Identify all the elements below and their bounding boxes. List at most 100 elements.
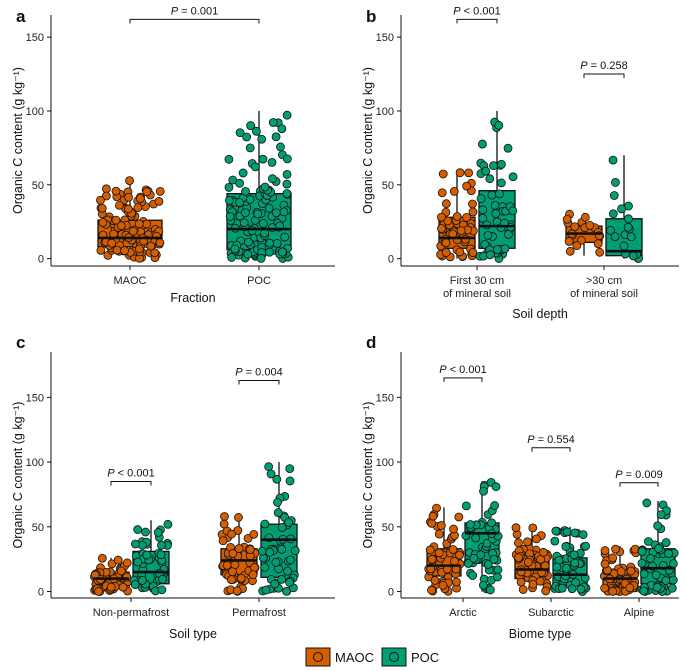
data-point [244, 237, 253, 247]
data-point [98, 218, 108, 227]
data-point [535, 576, 545, 586]
data-point [570, 528, 580, 538]
p-value-symbol: P [171, 5, 179, 17]
data-point [480, 239, 490, 249]
data-point [282, 179, 292, 189]
data-point [541, 586, 551, 596]
data-point [260, 519, 270, 529]
data-point [490, 501, 499, 510]
data-point [523, 557, 533, 567]
box-maoc [511, 523, 553, 596]
x-tick-label: MAOC [114, 275, 147, 287]
data-point [569, 550, 579, 560]
data-point [508, 206, 518, 216]
data-point [493, 572, 502, 582]
data-point [600, 546, 610, 555]
data-point [142, 550, 152, 560]
data-point [653, 521, 663, 531]
data-point [94, 587, 103, 596]
data-point [134, 219, 144, 229]
data-point [258, 154, 268, 164]
data-point [290, 546, 300, 555]
data-point [96, 245, 106, 255]
data-point [639, 569, 649, 579]
data-point [155, 186, 165, 196]
box-maoc [599, 544, 641, 596]
data-point [619, 241, 629, 251]
data-point [485, 174, 495, 184]
x-tick-label-line: Arctic [449, 607, 477, 619]
data-point [146, 241, 156, 251]
data-point [496, 178, 506, 188]
data-point [256, 253, 266, 263]
bracket-line [443, 377, 483, 382]
p-value: P < 0.001 [107, 467, 154, 479]
data-point [491, 482, 501, 492]
y-tick-label: 0 [38, 254, 44, 266]
data-point [230, 244, 240, 254]
data-point [550, 536, 560, 546]
significance-bracket: P = 0.258 [580, 60, 628, 79]
data-point [528, 523, 538, 533]
data-point [116, 566, 126, 576]
p-value-number: = 0.001 [178, 5, 218, 17]
data-point [125, 176, 134, 186]
data-point [257, 134, 267, 144]
data-point [285, 578, 295, 587]
data-points [562, 209, 605, 257]
data-point [637, 558, 647, 568]
legend: MAOC POC [305, 647, 439, 667]
data-points [436, 168, 478, 262]
data-points [461, 477, 503, 595]
data-point [271, 132, 281, 142]
data-point [608, 587, 618, 596]
data-point [265, 547, 275, 557]
data-point [600, 559, 610, 569]
data-point [282, 110, 292, 120]
data-point [266, 469, 276, 479]
data-point [138, 576, 147, 585]
p-value: P = 0.554 [527, 434, 574, 446]
data-point [455, 550, 464, 560]
data-point [478, 213, 488, 223]
data-point [570, 558, 580, 568]
p-value-number: < 0.001 [461, 5, 501, 17]
data-points [224, 110, 293, 263]
data-points [217, 512, 260, 596]
data-point [260, 228, 269, 238]
data-point [120, 246, 130, 255]
p-value-number: < 0.001 [115, 467, 155, 479]
data-point [468, 207, 478, 217]
data-point [277, 544, 287, 554]
y-tick-label: 50 [382, 180, 394, 192]
data-point [651, 570, 661, 580]
data-point [101, 191, 111, 201]
y-tick-label: 100 [376, 457, 394, 469]
x-axis-label: Biome type [509, 627, 572, 641]
data-point [273, 508, 283, 517]
data-point [668, 559, 678, 569]
bracket-line [129, 18, 260, 24]
data-point [455, 168, 465, 178]
data-point [427, 518, 437, 528]
data-point [227, 575, 236, 585]
significance-bracket: P = 0.004 [235, 366, 283, 385]
data-point [461, 501, 471, 511]
data-point [478, 139, 487, 149]
box-maoc [90, 553, 133, 596]
data-point [476, 194, 486, 204]
data-point [485, 585, 495, 595]
x-tick-label-line: Permafrost [232, 607, 286, 619]
data-point [600, 583, 610, 593]
data-point [434, 529, 444, 539]
data-point [578, 530, 588, 540]
data-point [156, 550, 166, 560]
significance-bracket: P < 0.001 [453, 5, 501, 24]
data-point [268, 174, 277, 184]
x-tick-label: Arctic [449, 607, 477, 619]
y-axis-label: Organic C content (g kg⁻¹) [11, 67, 25, 214]
data-point [238, 168, 248, 178]
data-point [271, 208, 281, 218]
data-point [668, 575, 678, 585]
data-point [518, 585, 528, 594]
